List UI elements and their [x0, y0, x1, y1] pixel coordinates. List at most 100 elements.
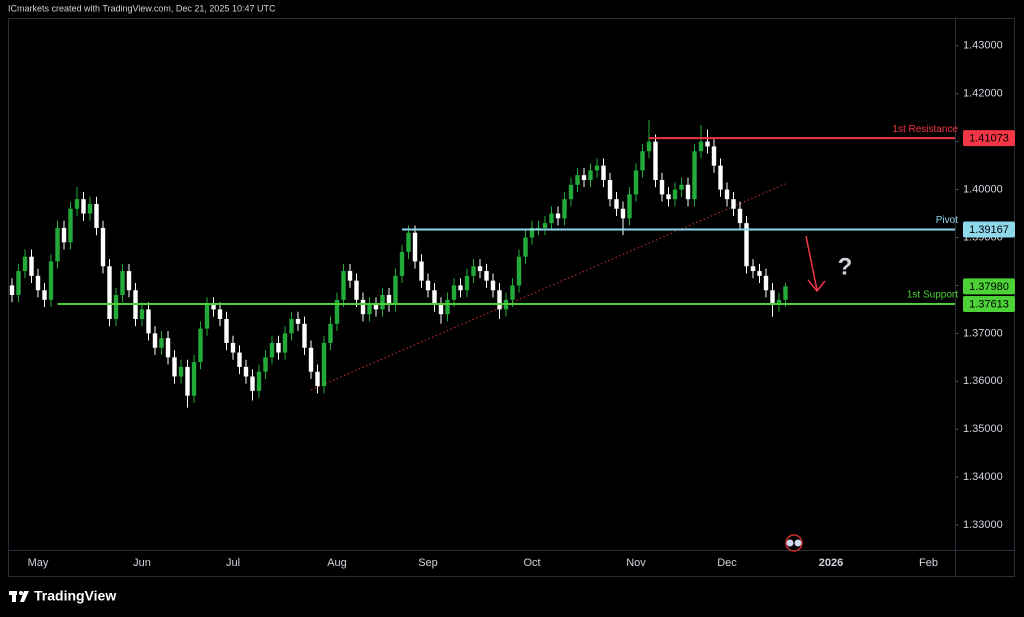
logo-mark — [12, 591, 16, 602]
candle-body — [555, 213, 561, 219]
candle-body — [783, 286, 788, 300]
level-name: Pivot — [936, 215, 958, 226]
candle-body — [354, 280, 359, 300]
y-tick-label: 1.42000 — [963, 88, 1003, 100]
candle-body — [341, 271, 346, 300]
price-badge-label: 1.37613 — [969, 298, 1009, 310]
candle-body — [211, 304, 216, 310]
arrow — [805, 235, 826, 293]
candle-body — [419, 261, 424, 281]
candle-body — [731, 199, 736, 209]
candle-body — [464, 275, 470, 291]
level-name: 1st Support — [907, 290, 958, 301]
candle-body — [29, 256, 34, 276]
candle-body — [113, 295, 119, 319]
candle-body — [412, 232, 418, 262]
candle-body — [458, 285, 463, 291]
candle-body — [107, 266, 112, 319]
candle-body — [620, 208, 626, 219]
candle-body — [42, 290, 47, 300]
candle-body — [633, 170, 639, 195]
candle-body — [276, 342, 281, 353]
candle-body — [516, 256, 522, 286]
candle-body — [360, 299, 366, 315]
candle-body — [315, 371, 320, 387]
candle-body — [263, 357, 268, 372]
candle-body — [529, 227, 535, 238]
candle-body — [35, 275, 41, 291]
candle-body — [490, 280, 496, 291]
candle-body — [16, 271, 21, 296]
candle-body — [334, 299, 340, 324]
candle-body — [451, 285, 457, 300]
candle-body — [562, 199, 567, 219]
candle-body — [757, 271, 762, 276]
candle-body — [282, 333, 288, 353]
candle-body — [711, 146, 717, 166]
y-tick-label: 1.34000 — [963, 471, 1003, 483]
candle-body — [685, 184, 691, 200]
candle-body — [87, 203, 93, 214]
candle-body — [542, 223, 548, 228]
plot — [9, 120, 788, 408]
candle-body — [178, 366, 184, 377]
candle-body — [22, 256, 28, 272]
x-tick-label: Sep — [418, 557, 438, 569]
candle-body — [139, 309, 145, 319]
x-tick-label: Aug — [327, 557, 347, 569]
candle-body — [250, 376, 255, 391]
candle-body — [185, 366, 190, 396]
price-badge-label: 1.39167 — [969, 224, 1009, 236]
event-icon — [785, 534, 803, 552]
candle-body — [302, 323, 307, 348]
candle-body — [94, 203, 99, 228]
logo-mark — [19, 591, 23, 595]
candle-body — [243, 366, 249, 377]
candle-body — [9, 285, 15, 296]
candle-body — [484, 271, 489, 281]
y-tick-label: 1.37000 — [963, 327, 1003, 339]
logo-mark — [20, 591, 29, 602]
candle-body — [607, 179, 613, 200]
candle-body — [373, 304, 379, 310]
candle-body — [718, 165, 723, 190]
candle-body — [269, 342, 275, 358]
annotation: ? — [838, 253, 853, 280]
candle-body — [328, 323, 333, 343]
candle-body — [523, 237, 528, 257]
candle-body — [536, 227, 541, 229]
candle-body — [347, 271, 353, 281]
candle-body — [159, 338, 164, 348]
candle-body — [627, 194, 632, 219]
price-badge — [963, 221, 1015, 238]
candle-body — [692, 151, 697, 200]
candle-body — [237, 352, 242, 367]
candle-body — [256, 371, 262, 391]
candle-body — [705, 141, 710, 147]
candle-body — [445, 299, 450, 315]
candle-body — [230, 342, 236, 353]
candle-body — [770, 290, 775, 305]
candle-body — [204, 304, 210, 329]
x-tick-label: May — [28, 557, 49, 569]
candle-body — [744, 223, 749, 267]
candle-body — [568, 184, 574, 200]
candle-body — [510, 285, 515, 300]
price-badge — [963, 130, 1015, 147]
candle-body — [575, 175, 580, 185]
candle-body — [55, 227, 60, 262]
candle-body — [308, 347, 314, 372]
candle-body — [165, 338, 171, 358]
price-badge — [963, 295, 1015, 312]
candle-body — [224, 318, 229, 343]
candle-body — [471, 266, 476, 276]
event-flag — [794, 539, 802, 547]
x-tick-label: Feb — [919, 557, 938, 569]
candle-body — [68, 208, 73, 243]
candle-body — [776, 299, 782, 305]
candle-body — [61, 227, 67, 243]
x-tick-label: Jun — [133, 557, 151, 569]
candle-body — [120, 271, 125, 296]
